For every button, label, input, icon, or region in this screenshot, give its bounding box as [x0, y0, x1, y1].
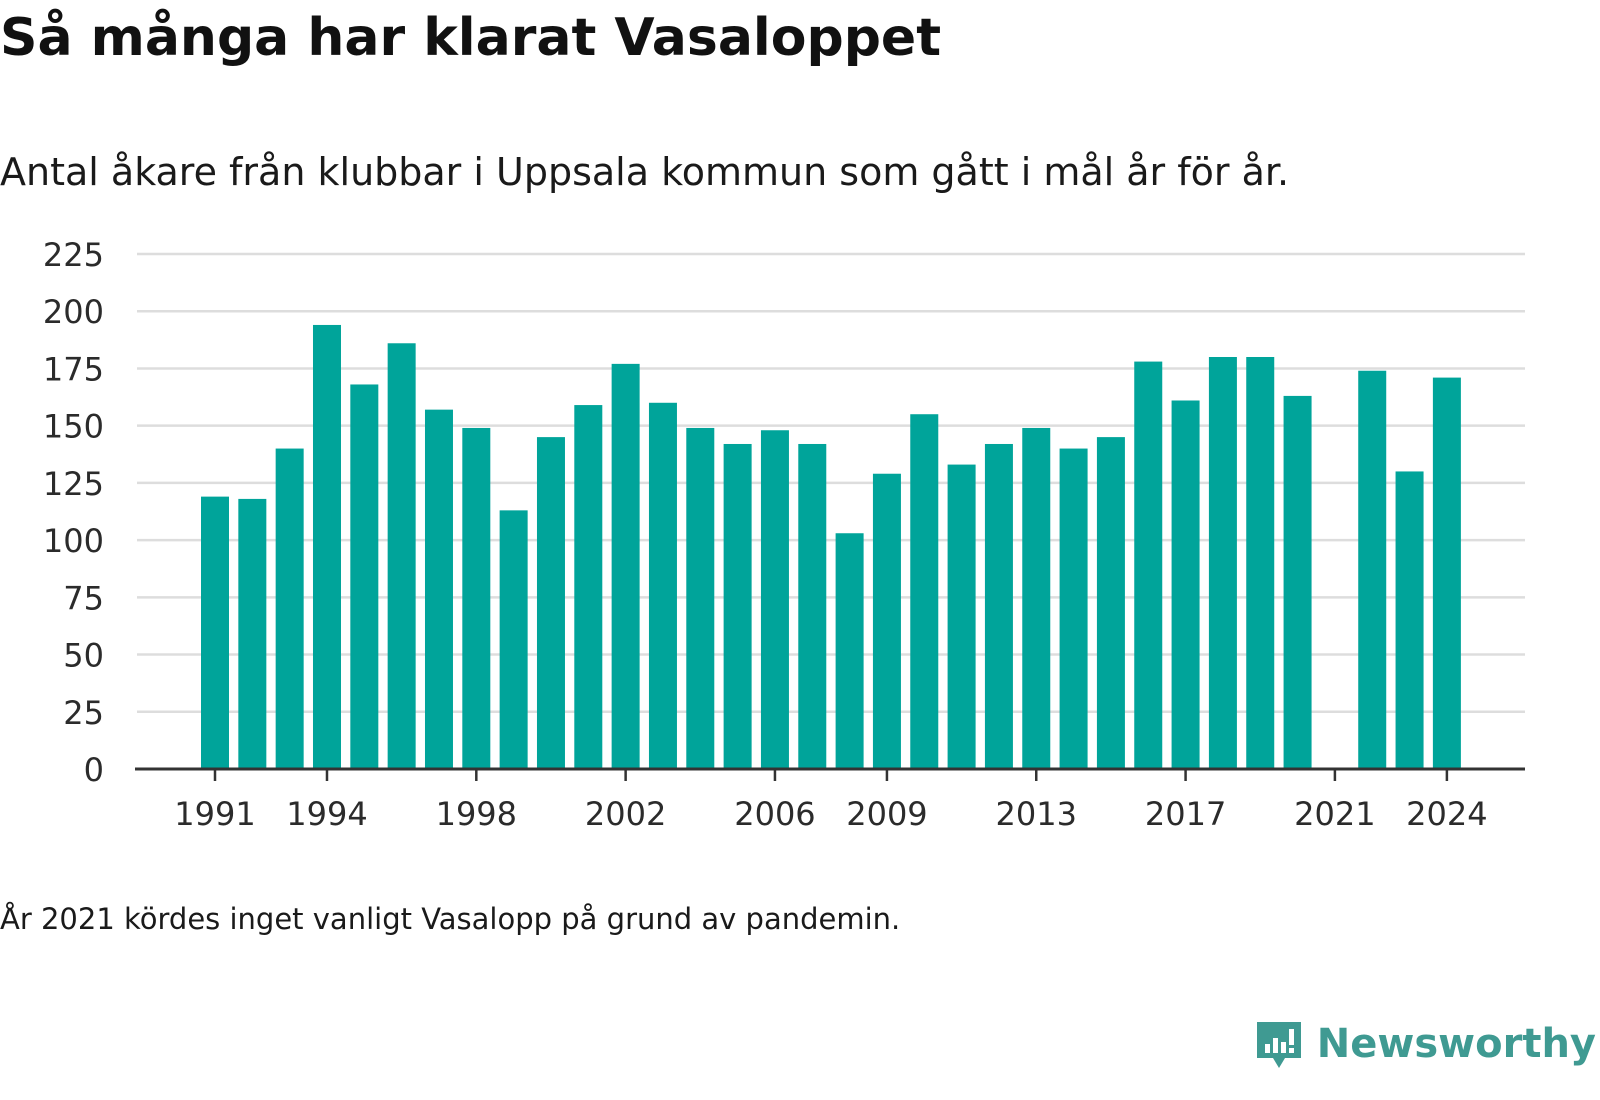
bars [201, 324, 1461, 769]
bar-2011 [947, 464, 976, 769]
x-tick-label: 1991 [174, 795, 255, 833]
bar-2023 [1395, 471, 1424, 769]
x-tick-label: 2009 [846, 795, 927, 833]
footnote: År 2021 kördes inget vanligt Vasalopp på… [0, 902, 901, 936]
x-axis-tick-labels: 1991 1994 1998 2002 2006 2009 2013 2017 2021 2024 [174, 769, 1488, 833]
y-tick-label: 150 [43, 408, 104, 446]
bar-2022 [1358, 370, 1387, 769]
bar-2003 [648, 402, 677, 769]
bar-1995 [350, 384, 379, 769]
bar-2013 [1022, 427, 1051, 769]
bar-2017 [1171, 400, 1200, 769]
bar-2005 [723, 443, 752, 769]
bar-2004 [686, 427, 715, 769]
bar-2024 [1432, 377, 1461, 769]
y-tick-label: 200 [43, 293, 104, 331]
chart-title: Så många har klarat Vasaloppet [0, 8, 942, 68]
y-tick-label: 75 [63, 579, 104, 617]
bar-2009 [872, 473, 901, 769]
bar-1991 [201, 496, 229, 769]
bar-2006 [760, 430, 789, 769]
bar-2020 [1283, 395, 1312, 769]
y-tick-label: 100 [43, 522, 104, 560]
bar-2000 [536, 437, 565, 769]
x-tick-label: 2006 [734, 795, 815, 833]
bar-2007 [798, 443, 827, 769]
bar-2012 [984, 443, 1013, 769]
newsworthy-logo-icon [1256, 1022, 1301, 1068]
bar-2016 [1134, 361, 1163, 769]
brand-name: Newsworthy [1316, 1021, 1596, 1067]
bar-1993 [275, 448, 304, 769]
x-tick-label: 1994 [286, 795, 367, 833]
y-axis-tick-labels: 0 25 50 75 100 125 150 175 200 225 [43, 236, 104, 789]
y-tick-label: 225 [43, 236, 104, 274]
y-tick-label: 175 [43, 350, 104, 388]
x-tick-label: 2017 [1145, 795, 1226, 833]
bar-1997 [424, 409, 453, 769]
x-tick-label: 2002 [585, 795, 666, 833]
y-tick-label: 0 [84, 751, 104, 789]
bar-2018 [1208, 357, 1237, 769]
gridlines [137, 252, 1525, 714]
bar-2014 [1059, 448, 1088, 769]
bar-1998 [462, 427, 491, 769]
brand: Newsworthy [1253, 1018, 1596, 1070]
bar-1992 [238, 498, 267, 769]
y-tick-label: 25 [63, 694, 104, 732]
x-tick-label: 2013 [996, 795, 1077, 833]
bar-1996 [387, 343, 416, 769]
chart-subtitle: Antal åkare från klubbar i Uppsala kommu… [0, 150, 1290, 194]
x-tick-label: 2024 [1406, 795, 1487, 833]
y-tick-label: 125 [43, 465, 104, 503]
bar-2001 [574, 405, 603, 769]
bar-2019 [1246, 357, 1275, 769]
bar-2002 [611, 363, 640, 769]
bar-1994 [312, 324, 341, 769]
x-tick-label: 2021 [1294, 795, 1375, 833]
bar-1999 [499, 510, 528, 769]
bar-chart: 0 25 50 75 100 125 150 175 200 225 1991 1994 1998 20… [43, 236, 1525, 833]
x-tick-label: 1998 [436, 795, 517, 833]
y-tick-label: 50 [63, 637, 104, 675]
bar-2008 [835, 533, 864, 769]
bar-2015 [1096, 437, 1125, 769]
bar-2010 [910, 414, 939, 769]
